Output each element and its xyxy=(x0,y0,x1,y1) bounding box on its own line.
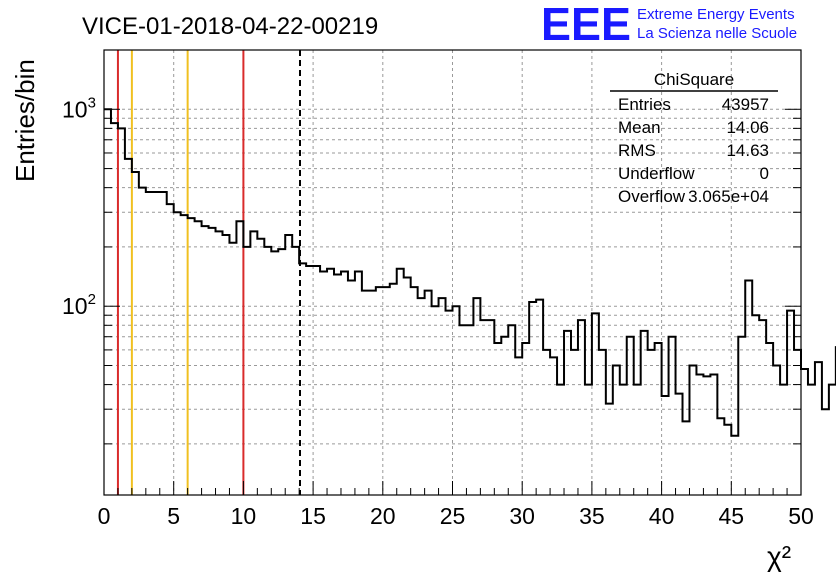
y-tick-label: 102 xyxy=(62,291,96,319)
axis-ticks xyxy=(103,49,802,495)
logo-mark: EEE xyxy=(541,0,631,50)
x-tick-label: 50 xyxy=(788,503,814,529)
stats-value: 14.06 xyxy=(726,118,769,137)
stats-label: RMS xyxy=(618,141,656,160)
logo-line2: La Scienza nelle Scuole xyxy=(637,25,797,42)
y-tick-labels: 102 103 xyxy=(62,94,96,319)
reference-lines xyxy=(116,50,301,495)
x-tick-label: 10 xyxy=(231,503,257,529)
histogram-line xyxy=(104,108,836,437)
y-tick-label: 103 xyxy=(62,94,96,122)
stats-label: Overflow xyxy=(618,187,686,206)
eee-logo: EEE Extreme Energy Events La Scienza nel… xyxy=(541,0,797,50)
stats-value: 14.63 xyxy=(726,141,769,160)
x-axis-title: χ² xyxy=(767,541,791,572)
x-tick-label: 5 xyxy=(167,503,180,529)
stats-value: 0 xyxy=(760,164,769,183)
run-title: VICE-01-2018-04-22-00219 xyxy=(82,13,378,40)
stats-label: Entries xyxy=(618,95,671,114)
x-tick-label: 40 xyxy=(649,503,675,529)
logo-line1: Extreme Energy Events xyxy=(637,6,795,23)
grid xyxy=(104,49,801,495)
y-axis-title: Entries/bin xyxy=(10,59,40,182)
stats-title: ChiSquare xyxy=(654,70,734,89)
stats-label: Underflow xyxy=(618,164,695,183)
x-tick-label: 35 xyxy=(579,503,605,529)
x-tick-label: 25 xyxy=(440,503,466,529)
stats-box: ChiSquare Entries 43957 Mean 14.06 RMS 1… xyxy=(610,70,778,206)
x-tick-label: 0 xyxy=(98,503,111,529)
x-tick-label: 15 xyxy=(300,503,326,529)
x-tick-label: 45 xyxy=(719,503,745,529)
stats-value: 3.065e+04 xyxy=(688,187,769,206)
stats-value: 43957 xyxy=(722,95,769,114)
stats-label: Mean xyxy=(618,118,661,137)
x-tick-label: 30 xyxy=(509,503,535,529)
x-tick-labels: 0 5 10 15 20 25 30 35 40 45 50 xyxy=(98,503,814,529)
x-tick-label: 20 xyxy=(370,503,396,529)
